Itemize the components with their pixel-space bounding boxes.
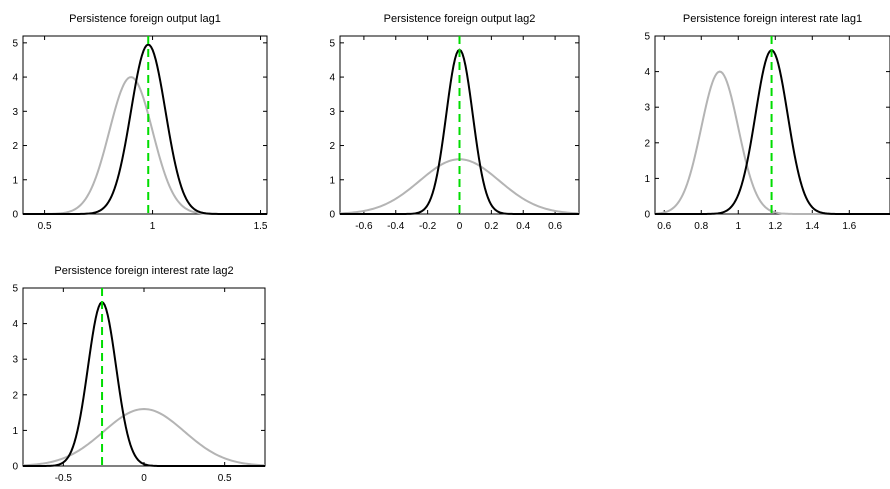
x-tick-label: 0.5 <box>218 473 232 484</box>
x-tick-label: -0.4 <box>387 221 405 232</box>
chart-title: Persistence foreign output lag2 <box>384 13 536 25</box>
y-tick-label: 0 <box>644 210 650 221</box>
x-tick-label: 1 <box>735 221 741 232</box>
y-tick-label: 0 <box>12 210 18 221</box>
x-tick-label: 1.2 <box>768 221 782 232</box>
y-tick-label: 0 <box>329 210 335 221</box>
prior-density-line <box>22 408 266 467</box>
y-tick-label: 4 <box>329 73 335 84</box>
y-tick-label: 3 <box>12 107 18 118</box>
chart-panel-3: Persistence foreign interest rate lag1 0 1… <box>644 13 890 232</box>
x-tick-label: 0.2 <box>484 221 498 232</box>
x-tick-label: 0 <box>141 473 147 484</box>
plot-frame <box>22 287 266 467</box>
y-tick-label: 5 <box>644 32 650 43</box>
x-tick-label: -0.5 <box>55 473 73 484</box>
y-tick-label: 5 <box>329 38 335 49</box>
chart-title: Persistence foreign interest rate lag2 <box>54 265 233 277</box>
y-tick-label: 2 <box>644 138 650 149</box>
x-tick-label: -0.2 <box>419 221 437 232</box>
x-tick-label: 0.6 <box>548 221 562 232</box>
y-tick-label: 1 <box>644 174 650 185</box>
x-tick-label: 0.6 <box>657 221 671 232</box>
y-tick-label: 3 <box>12 355 18 366</box>
y-tick-label: 4 <box>644 67 650 78</box>
chart-panel-4: Persistence foreign interest rate lag2 0 1… <box>12 265 266 484</box>
chart-panel-1: Persistence foreign output lag1 0 1 2 3 4 5 0.5… <box>12 13 267 232</box>
y-tick-label: 3 <box>644 103 650 114</box>
y-tick-label: 1 <box>12 426 18 437</box>
x-tick-label: 0.8 <box>694 221 708 232</box>
y-tick-label: 0 <box>12 462 18 473</box>
y-tick-label: 5 <box>12 38 18 49</box>
y-tick-label: 1 <box>329 175 335 186</box>
y-tick-label: 1 <box>12 175 18 186</box>
x-tick-label: 1.6 <box>842 221 856 232</box>
plot-frame <box>22 35 268 215</box>
y-tick-label: 2 <box>329 141 335 152</box>
chart-title: Persistence foreign output lag1 <box>69 13 221 25</box>
chart-panel-2: Persistence foreign output lag2 0 1 2 3 4 5 -0.… <box>329 13 580 232</box>
x-tick-label: 1.4 <box>805 221 819 232</box>
prior-density-line <box>23 76 267 215</box>
y-tick-label: 4 <box>12 73 18 84</box>
posterior-density-line <box>23 43 267 215</box>
x-tick-label: 0.5 <box>38 221 52 232</box>
posterior-density-line <box>23 301 265 467</box>
y-tick-label: 2 <box>12 390 18 401</box>
x-tick-label: 0 <box>457 221 463 232</box>
x-tick-label: -0.6 <box>355 221 373 232</box>
y-tick-label: 3 <box>329 107 335 118</box>
chart-title: Persistence foreign interest rate lag1 <box>683 13 862 25</box>
y-tick-label: 4 <box>12 319 18 330</box>
x-tick-label: 1.5 <box>254 221 268 232</box>
y-tick-label: 2 <box>12 141 18 152</box>
x-tick-label: 0.4 <box>516 221 530 232</box>
y-tick-label: 5 <box>12 284 18 295</box>
x-tick-label: 1 <box>150 221 156 232</box>
